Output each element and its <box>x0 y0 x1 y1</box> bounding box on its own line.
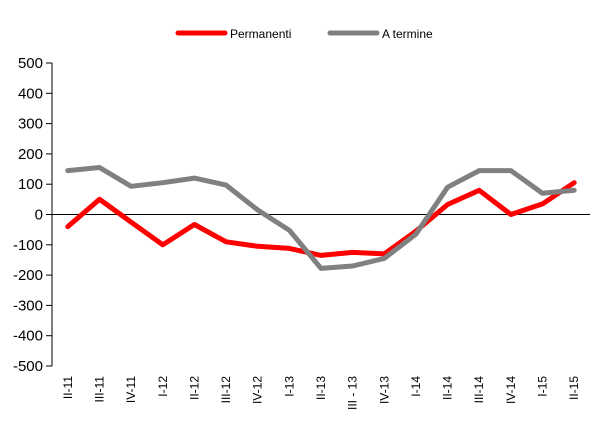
x-tick-label: III-11 <box>92 376 106 403</box>
x-tick-label: IV-11 <box>124 376 138 403</box>
x-tick-label: I-14 <box>409 376 423 397</box>
x-tick-label: II-15 <box>567 376 581 400</box>
x-tick-label: III - 13 <box>346 376 360 410</box>
y-tick-label: 100 <box>18 176 43 193</box>
y-tick-label: -200 <box>13 267 43 284</box>
x-tick-label: I-15 <box>536 376 550 397</box>
x-tick-label: IV-12 <box>251 376 265 404</box>
x-tick-label: III-12 <box>219 376 233 404</box>
y-tick-label: -500 <box>13 358 43 375</box>
x-tick-label: II-12 <box>187 376 201 400</box>
x-tick-label: II-14 <box>441 376 455 400</box>
x-tick-label: II-11 <box>61 376 75 399</box>
y-tick-label: 500 <box>18 55 43 72</box>
x-tick-label: I-13 <box>282 376 296 397</box>
y-tick-label: 200 <box>18 146 43 163</box>
y-tick-label: 0 <box>35 207 43 224</box>
x-axis: II-11 III-11 IV-11 I-12 II-12 III-12 IV-12 I-13… <box>46 215 590 411</box>
x-tick-label: I-12 <box>156 376 170 397</box>
x-tick-label: IV-14 <box>504 376 518 404</box>
series-line-0 <box>68 183 574 256</box>
legend-label: Permanenti <box>230 27 291 41</box>
y-tick-label: -300 <box>13 297 43 314</box>
y-tick-label: 400 <box>18 85 43 102</box>
x-tick-label: II-13 <box>314 376 328 400</box>
y-tick-label: -100 <box>13 237 43 254</box>
legend-label: A termine <box>382 27 433 41</box>
series-group <box>68 167 575 268</box>
x-tick-label: IV-13 <box>377 376 391 404</box>
y-tick-label: 300 <box>18 116 43 133</box>
y-tick-label: -400 <box>13 328 43 345</box>
legend: Permanenti A termine <box>178 27 433 41</box>
x-tick-label: III-14 <box>472 376 486 404</box>
